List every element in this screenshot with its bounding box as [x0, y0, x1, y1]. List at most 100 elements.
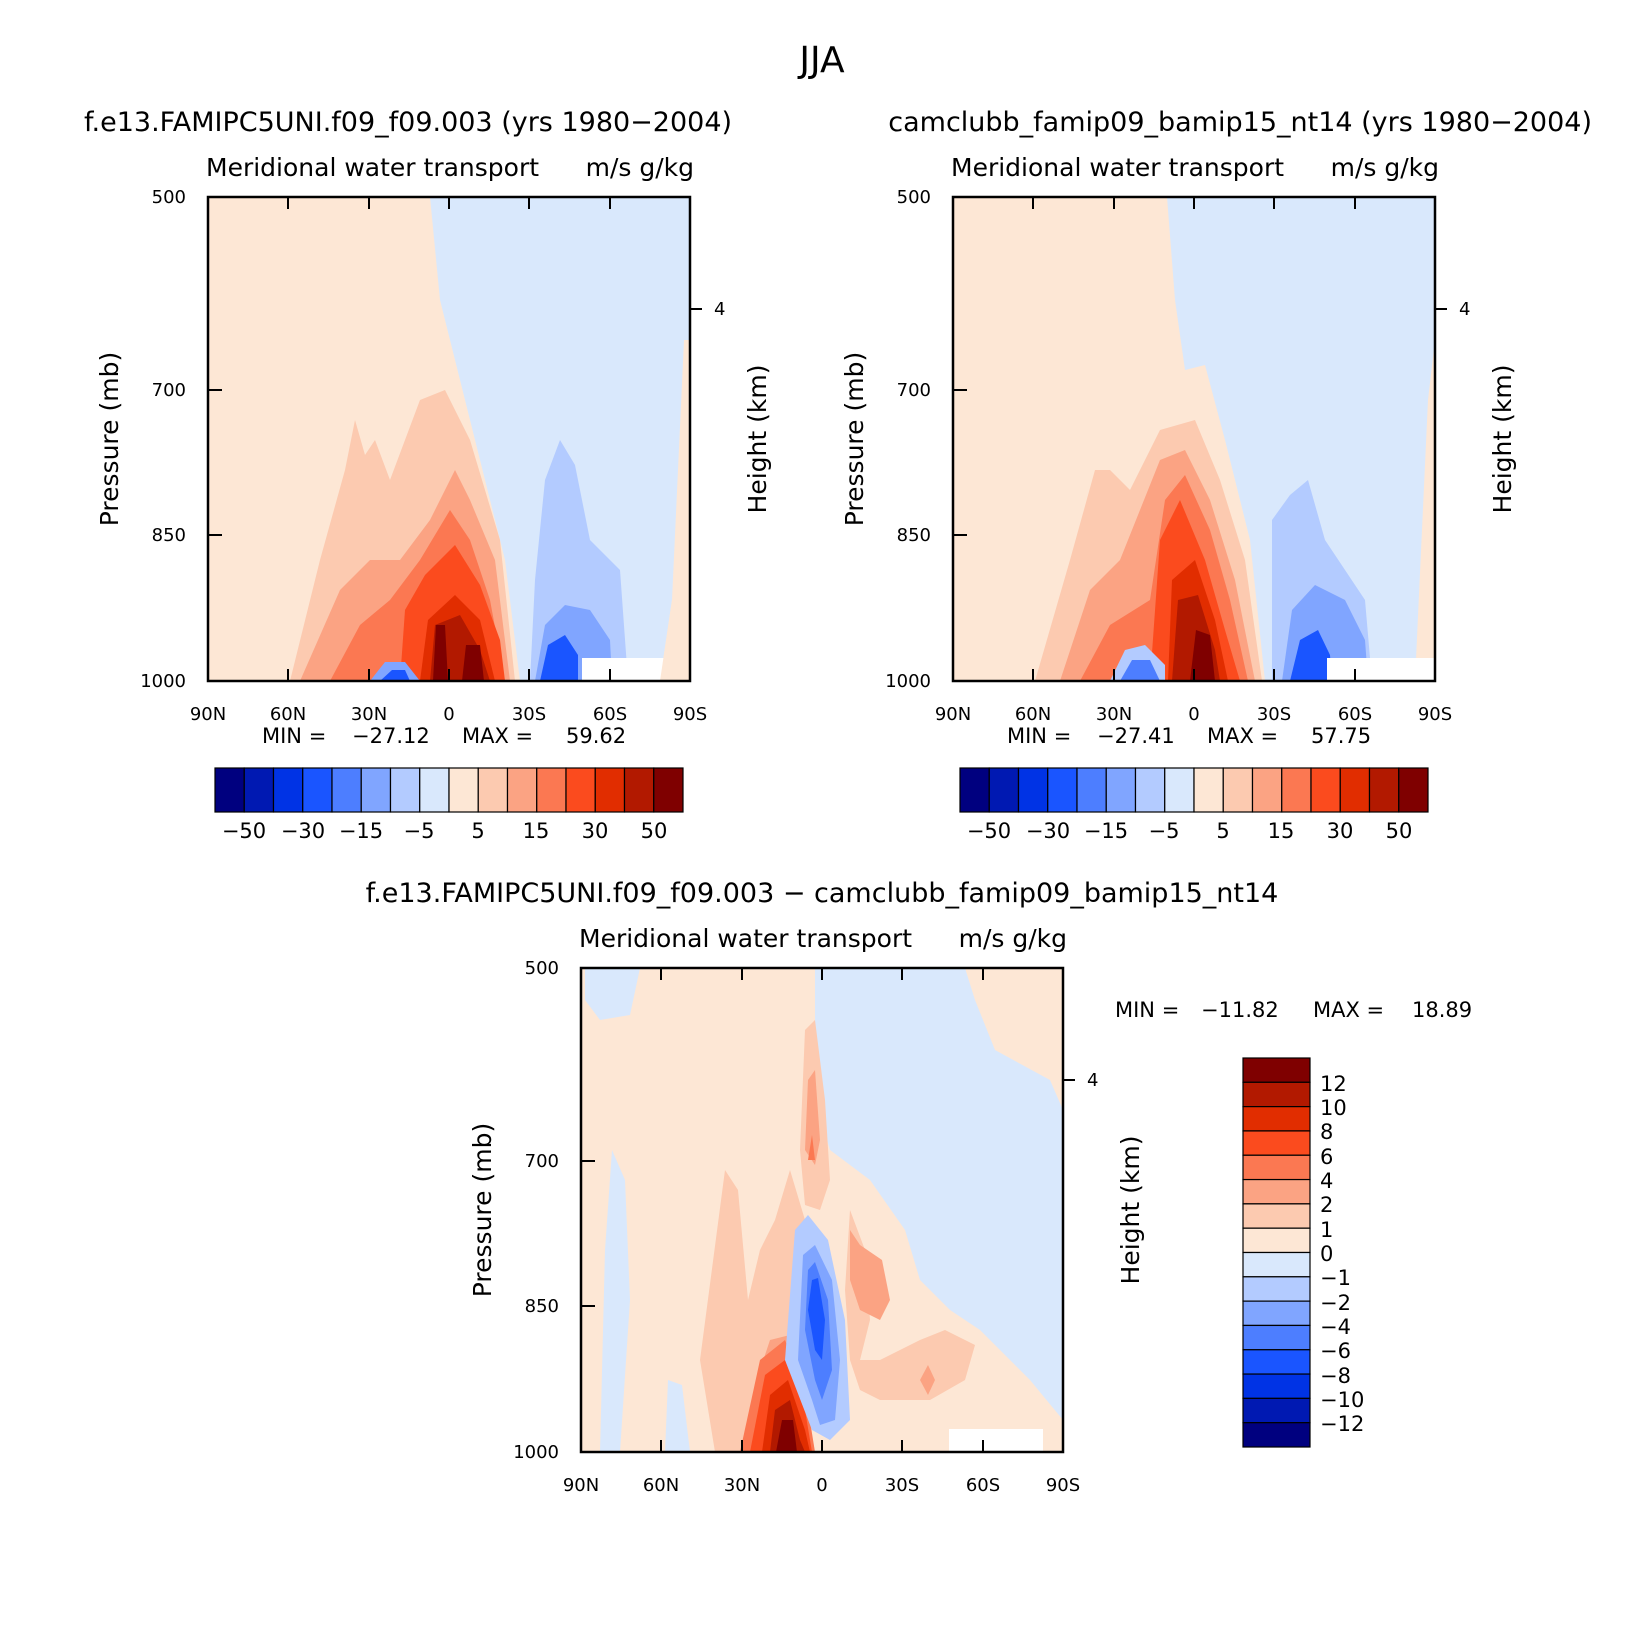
panel-2-x-tick-label: 60S	[1338, 704, 1372, 725]
panel-2-y-tick-label: 1000	[885, 671, 931, 692]
panel-2-y-tick-label: 700	[897, 380, 931, 401]
panel-3-colorbar-label: 4	[1320, 1169, 1333, 1193]
panel-2-x-tick-label: 60N	[1015, 704, 1051, 725]
panel-1-subtitle-right: m/s g/kg	[586, 153, 694, 182]
panel-1-y-tick-label: 1000	[140, 671, 186, 692]
colorbar-box	[506, 767, 538, 813]
panel-3-right-tick-label: 4	[1087, 1070, 1098, 1091]
panel-2-contours	[953, 197, 1435, 681]
panel-3-colorbar-label: 2	[1320, 1193, 1333, 1217]
panel-2-colorbar-label: 15	[1268, 819, 1295, 843]
colorbar-box	[1242, 1422, 1311, 1448]
panel-1-colorbar-label: 15	[523, 819, 550, 843]
colorbar-box	[653, 767, 684, 813]
panel-3-y-ticks: 500 700 850 1000 4	[513, 958, 1098, 1463]
panel-3-colorbar	[1242, 1057, 1311, 1448]
colorbar-box	[272, 767, 304, 813]
panel-1-y-label-right: Height (km)	[743, 365, 772, 514]
panel-2-colorbar-label: 5	[1216, 819, 1229, 843]
panel-2-x-tick-label: 30S	[1257, 704, 1291, 725]
panel-1-colorbar-labels: −50 −30 −15 −5 5 15 30 50	[222, 819, 668, 843]
panel-1-colorbar-label: −15	[339, 819, 383, 843]
panel-2-colorbar-labels: −50 −30 −15 −5 5 15 30 50	[967, 819, 1413, 843]
colorbar-box	[594, 767, 626, 813]
panel-1-x-tick-label: 90N	[190, 704, 226, 725]
panel-1-y-tick-label: 850	[152, 525, 186, 546]
panel-2-y-label-right: Height (km)	[1488, 365, 1517, 514]
panel-3-x-ticks: 90N 60N 30N 0 30S 60S 90S	[563, 968, 1080, 1496]
panel-2-max-value: 57.75	[1311, 724, 1371, 748]
panel-1-x-tick-label: 90S	[673, 704, 707, 725]
panel-3-min-label: MIN =	[1115, 998, 1179, 1022]
panel-2-colorbar-label: −50	[967, 819, 1011, 843]
colorbar-box	[1242, 1178, 1311, 1205]
panel-3-subtitle-left: Meridional water transport	[579, 924, 912, 953]
colorbar-box	[1310, 767, 1341, 813]
colorbar-box	[1242, 1057, 1311, 1083]
panel-2-y-tick-label: 500	[897, 187, 931, 208]
panel-1-x-tick-label: 60N	[270, 704, 306, 725]
panel-1-x-ticks: 90N 60N 30N 0 30S 60S 90S	[190, 197, 707, 725]
panel-3-stats: MIN = −11.82 MAX = 18.89	[1115, 998, 1472, 1022]
panel-2-colorbar	[959, 767, 1429, 813]
colorbar-box	[1164, 767, 1195, 813]
panel-3-colorbar-label: 12	[1320, 1072, 1347, 1096]
panel-3-x-tick-label: 90N	[563, 1475, 599, 1496]
panel-3-y-tick-label: 1000	[513, 1442, 559, 1463]
panel-3-min-value: −11.82	[1201, 998, 1279, 1022]
panel-3-max-value: 18.89	[1412, 998, 1472, 1022]
panel-3-title: f.e13.FAMIPC5UNI.f09_f09.003 − camclubb_…	[366, 878, 1279, 909]
panel-3-x-tick-label: 60N	[643, 1475, 679, 1496]
colorbar-box	[1017, 767, 1049, 813]
panel-1-y-tick-label: 500	[152, 187, 186, 208]
panel-1-stats: MIN = −27.12 MAX = 59.62	[262, 724, 626, 748]
panel-3-colorbar-label: −6	[1320, 1339, 1351, 1363]
panel-2-y-label: Pressure (mb)	[840, 352, 869, 526]
panel-2-colorbar-label: 30	[1327, 819, 1354, 843]
panel-3-colorbar-label: 1	[1320, 1218, 1333, 1242]
panel-2-subtitle-left: Meridional water transport	[951, 153, 1284, 182]
panel-3-colorbar-label: −4	[1320, 1315, 1351, 1339]
panel-1-right-tick-label: 4	[714, 299, 725, 320]
panel-2-colorbar-label: 50	[1386, 819, 1413, 843]
panel-3-colorbar-label: −10	[1320, 1388, 1364, 1412]
panel-3: f.e13.FAMIPC5UNI.f09_f09.003 − camclubb_…	[366, 878, 1472, 1496]
panel-1-y-label: Pressure (mb)	[95, 352, 124, 526]
colorbar-box	[331, 767, 362, 813]
colorbar-box	[1076, 767, 1107, 813]
panel-1: f.e13.FAMIPC5UNI.f09_f09.003 (yrs 1980−2…	[84, 107, 772, 843]
panel-3-y-tick-label: 500	[525, 958, 559, 979]
colorbar-box	[1105, 767, 1137, 813]
colorbar-box	[565, 767, 596, 813]
panel-3-x-tick-label: 30N	[724, 1475, 760, 1496]
colorbar-box	[1242, 1349, 1311, 1375]
panel-3-x-tick-label: 30S	[885, 1475, 919, 1496]
panel-3-y-label: Pressure (mb)	[468, 1123, 497, 1297]
colorbar-box	[1242, 1276, 1311, 1302]
colorbar-box	[1193, 767, 1224, 813]
panel-2-x-tick-label: 90S	[1418, 704, 1452, 725]
panel-3-colorbar-label: −8	[1320, 1364, 1351, 1388]
panel-1-x-tick-label: 0	[443, 704, 454, 725]
panel-1-colorbar-label: 30	[582, 819, 609, 843]
panel-3-colorbar-label: −1	[1320, 1266, 1351, 1290]
panel-3-max-label: MAX =	[1313, 998, 1384, 1022]
colorbar-box	[1398, 767, 1429, 813]
panel-3-x-tick-label: 90S	[1046, 1475, 1080, 1496]
colorbar-box	[1339, 767, 1371, 813]
panel-3-colorbar-label: 10	[1320, 1096, 1347, 1120]
panel-1-colorbar-label: −30	[281, 819, 325, 843]
panel-3-subtitle-right: m/s g/kg	[959, 924, 1067, 953]
panel-3-contours	[581, 968, 1063, 1452]
colorbar-box	[1134, 767, 1166, 813]
panel-2-y-ticks: 500 700 850 1000 4	[885, 187, 1470, 692]
colorbar-box	[1242, 1203, 1311, 1229]
panel-1-y-tick-label: 700	[152, 380, 186, 401]
panel-3-y-tick-label: 700	[525, 1151, 559, 1172]
panel-2-x-tick-label: 0	[1188, 704, 1199, 725]
panel-1-min-value: −27.12	[352, 724, 430, 748]
colorbar-box	[1242, 1081, 1311, 1108]
panel-2-title: camclubb_famip09_bamip15_nt14 (yrs 1980−…	[888, 107, 1592, 138]
panel-2-right-tick-label: 4	[1459, 299, 1470, 320]
